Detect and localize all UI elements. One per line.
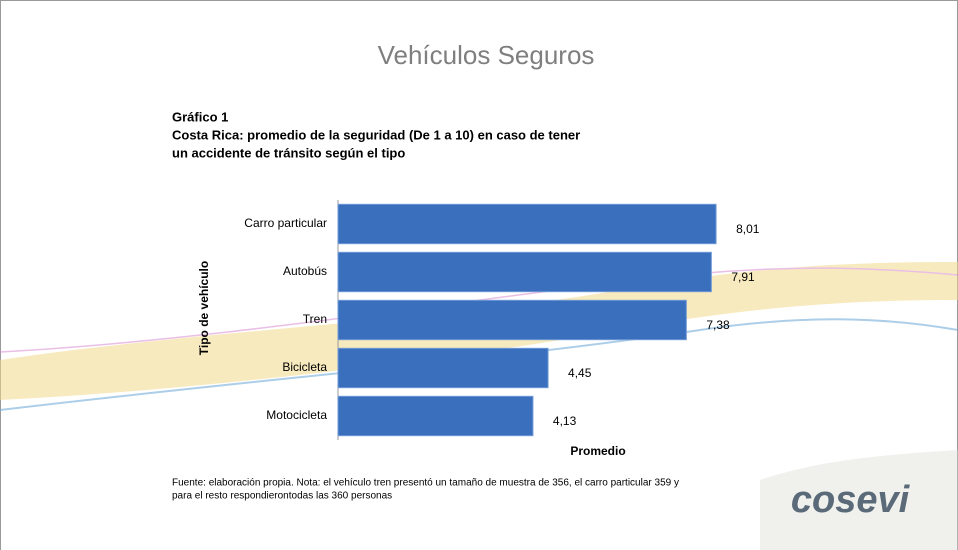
source-note: Fuente: elaboración propia. Nota: el veh…	[172, 478, 679, 489]
category-label: Autobús	[283, 264, 327, 278]
value-label: 7,91	[731, 270, 755, 284]
category-label: Motocicleta	[266, 408, 327, 422]
category-label: Bicicleta	[282, 360, 327, 374]
slide-title: Vehículos Seguros	[378, 40, 595, 70]
category-label: Tren	[303, 312, 327, 326]
logo: cosevi	[791, 479, 911, 521]
y-axis-title: Tipo de vehículo	[197, 261, 211, 355]
bar	[337, 395, 534, 437]
category-label: Carro particular	[244, 216, 327, 230]
bar	[337, 251, 712, 293]
chart-title: un accidente de tránsito según el tipo	[172, 145, 405, 160]
bar	[337, 203, 717, 245]
bar	[337, 347, 549, 389]
x-axis-title: Promedio	[570, 444, 625, 458]
bar	[337, 299, 687, 341]
source-note: para el resto respondierontodas las 360 …	[172, 491, 392, 502]
value-label: 7,38	[706, 318, 730, 332]
value-label: 4,45	[568, 366, 592, 380]
value-label: 4,13	[553, 414, 577, 428]
value-label: 8,01	[736, 222, 760, 236]
chart-title: Gráfico 1	[172, 109, 228, 124]
chart-title: Costa Rica: promedio de la seguridad (De…	[172, 127, 580, 142]
